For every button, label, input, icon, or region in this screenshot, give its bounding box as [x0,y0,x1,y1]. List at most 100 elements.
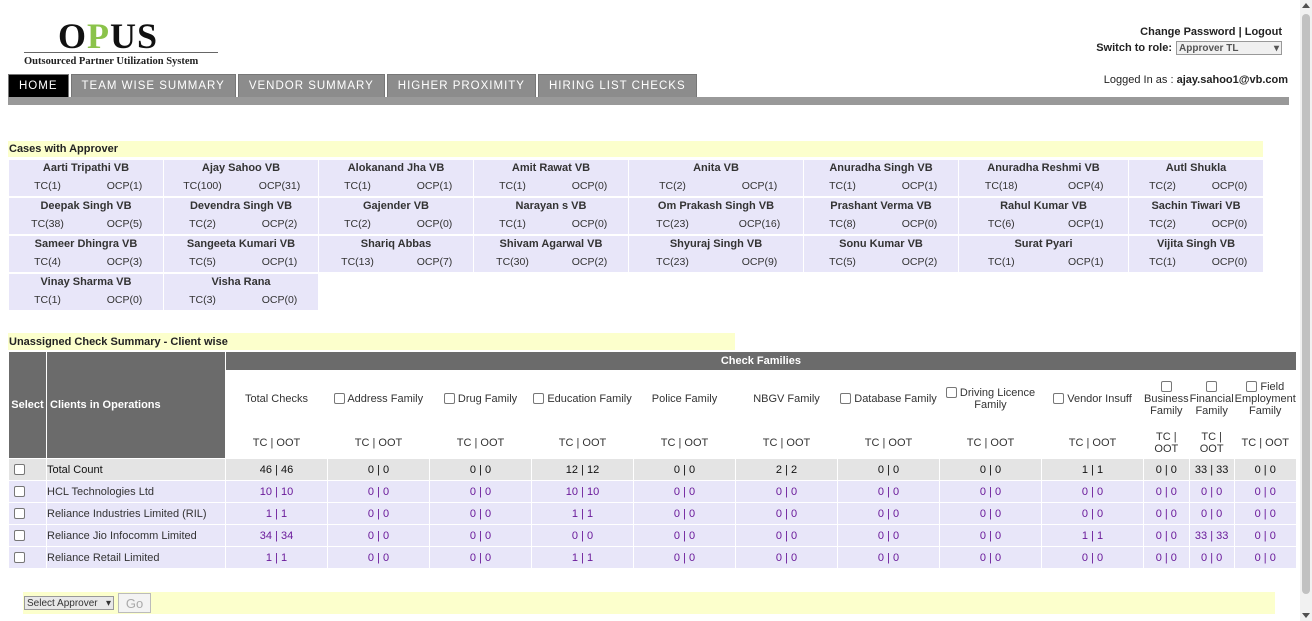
approver-card[interactable]: Vijita Singh VB TC(1) OCP(0) [1129,236,1263,272]
tc-oot-value[interactable]: 0 | 0 [939,480,1042,503]
approver-tc-count[interactable]: TC(23) [656,256,689,268]
tab-vendor-summary[interactable]: VENDOR SUMMARY [237,74,385,97]
approver-tc-count[interactable]: TC(6) [987,218,1015,230]
tc-oot-value[interactable]: 1 | 1 [1041,524,1144,547]
tc-oot-value[interactable]: 0 | 0 [1041,546,1144,569]
approver-tc-count[interactable]: TC(5) [829,256,856,268]
tc-oot-value[interactable]: 0 | 0 [735,546,838,569]
approver-tc-count[interactable]: TC(2) [189,218,216,230]
tc-oot-value[interactable]: 0 | 0 [429,502,532,525]
tc-oot-value[interactable]: 0 | 0 [1188,546,1235,569]
tc-oot-value[interactable]: 0 | 0 [837,524,940,547]
row-checkbox[interactable] [14,464,25,476]
tc-oot-value[interactable]: 0 | 0 [735,480,838,503]
tc-oot-value[interactable]: 0 | 0 [735,524,838,547]
tab-hiring-list-checks[interactable]: HIRING LIST CHECKS [537,74,697,97]
tc-oot-value[interactable]: 0 | 0 [1041,502,1144,525]
tc-oot-value[interactable]: 0 | 0 [429,524,532,547]
family-checkbox[interactable] [840,393,852,405]
family-checkbox[interactable] [533,393,545,405]
approver-card[interactable]: Autl Shukla TC(2) OCP(0) [1129,160,1263,196]
tc-oot-value[interactable]: 0 | 0 [1143,524,1190,547]
approver-card[interactable]: Visha Rana TC(3) OCP(0) [164,274,318,310]
approver-ocp-count[interactable]: OCP(31) [258,180,301,192]
approver-card[interactable]: Om Prakash Singh VB TC(23) OCP(16) [629,198,803,234]
approver-tc-count[interactable]: TC(30) [496,256,529,268]
tc-oot-value[interactable]: 0 | 0 [1143,546,1190,569]
approver-card[interactable]: Sonu Kumar VB TC(5) OCP(2) [804,236,958,272]
approver-card[interactable]: Devendra Singh VB TC(2) OCP(2) [164,198,318,234]
tc-oot-value[interactable]: 0 | 0 [327,546,430,569]
tc-oot-value[interactable]: 0 | 0 [531,524,634,547]
approver-card[interactable]: Shyuraj Singh VB TC(23) OCP(9) [629,236,803,272]
tc-oot-value[interactable]: 0 | 0 [429,546,532,569]
family-checkbox[interactable] [1160,381,1172,393]
approver-tc-count[interactable]: TC(1) [1149,256,1176,268]
approver-tc-count[interactable]: TC(1) [34,180,61,192]
approver-ocp-count[interactable]: OCP(0) [901,218,938,230]
approver-tc-count[interactable]: TC(2) [344,218,371,230]
approver-tc-count[interactable]: TC(23) [656,218,689,230]
tc-oot-value[interactable]: 0 | 0 [837,480,940,503]
approver-tc-count[interactable]: TC(1) [344,180,371,192]
approver-card[interactable]: Aarti Tripathi VB TC(1) OCP(1) [9,160,163,196]
approver-ocp-count[interactable]: OCP(2) [261,218,298,230]
approver-card[interactable]: Anita VB TC(2) OCP(1) [629,160,803,196]
row-checkbox[interactable] [14,552,25,564]
tc-oot-value[interactable]: 1 | 1 [531,502,634,525]
scroll-down-icon[interactable] [1302,613,1310,618]
row-checkbox[interactable] [14,508,25,520]
tc-oot-value[interactable]: 1 | 1 [225,546,328,569]
approver-card[interactable]: Prashant Verma VB TC(8) OCP(0) [804,198,958,234]
tc-oot-value[interactable]: 0 | 0 [939,502,1042,525]
tc-oot-value[interactable]: 0 | 0 [837,502,940,525]
approver-tc-count[interactable]: TC(8) [829,218,856,230]
approver-tc-count[interactable]: TC(1) [829,180,856,192]
approver-ocp-count[interactable]: OCP(1) [106,180,143,192]
tab-home[interactable]: HOME [8,74,69,97]
approver-tc-count[interactable]: TC(2) [1149,218,1176,230]
approver-card[interactable]: Anuradha Singh VB TC(1) OCP(1) [804,160,958,196]
family-checkbox[interactable] [1246,381,1258,393]
approver-card[interactable]: Anuradha Reshmi VB TC(18) OCP(4) [959,160,1128,196]
approver-ocp-count[interactable]: OCP(3) [106,256,143,268]
approver-tc-count[interactable]: TC(4) [34,256,61,268]
approver-ocp-count[interactable]: OCP(7) [416,256,453,268]
approver-card[interactable]: Sachin Tiwari VB TC(2) OCP(0) [1129,198,1263,234]
tc-oot-value[interactable]: 1 | 1 [531,546,634,569]
tc-oot-value[interactable]: 0 | 0 [939,546,1042,569]
approver-tc-count[interactable]: TC(2) [1149,180,1176,192]
approver-ocp-count[interactable]: OCP(0) [1211,218,1248,230]
tc-oot-value[interactable]: 0 | 0 [633,502,736,525]
tc-oot-value[interactable]: 0 | 0 [1233,524,1297,547]
go-button[interactable]: Go [118,593,151,613]
family-checkbox[interactable] [1206,381,1218,393]
approver-card[interactable]: Alokanand Jha VB TC(1) OCP(1) [319,160,473,196]
approver-tc-count[interactable]: TC(13) [341,256,374,268]
tc-oot-value[interactable]: 0 | 0 [1233,480,1297,503]
tc-oot-value[interactable]: 0 | 0 [1143,480,1190,503]
tc-oot-value[interactable]: 0 | 0 [939,524,1042,547]
tc-oot-value[interactable]: 0 | 0 [1143,502,1190,525]
approver-card[interactable]: Deepak Singh VB TC(38) OCP(5) [9,198,163,234]
approver-tc-count[interactable]: TC(5) [189,256,216,268]
approver-ocp-count[interactable]: OCP(0) [261,294,298,306]
tc-oot-value[interactable]: 0 | 0 [1188,480,1235,503]
approver-ocp-count[interactable]: OCP(1) [1067,256,1104,268]
role-select[interactable]: Approver TL ▾ [1176,41,1282,55]
approver-card[interactable]: Rahul Kumar VB TC(6) OCP(1) [959,198,1128,234]
approver-ocp-count[interactable]: OCP(1) [261,256,298,268]
family-checkbox[interactable] [443,393,455,405]
approver-ocp-count[interactable]: OCP(1) [416,180,453,192]
tc-oot-value[interactable]: 0 | 0 [429,480,532,503]
approver-tc-count[interactable]: TC(3) [189,294,216,306]
approver-card[interactable]: Sangeeta Kumari VB TC(5) OCP(1) [164,236,318,272]
family-checkbox[interactable] [1053,393,1065,405]
tc-oot-value[interactable]: 1 | 1 [225,502,328,525]
tc-oot-value[interactable]: 0 | 0 [327,502,430,525]
approver-card[interactable]: Vinay Sharma VB TC(1) OCP(0) [9,274,163,310]
approver-tc-count[interactable]: TC(1) [987,256,1015,268]
approver-ocp-count[interactable]: OCP(0) [571,180,608,192]
tc-oot-value[interactable]: 33 | 33 [1188,524,1235,547]
approver-card[interactable]: Narayan s VB TC(1) OCP(0) [474,198,628,234]
